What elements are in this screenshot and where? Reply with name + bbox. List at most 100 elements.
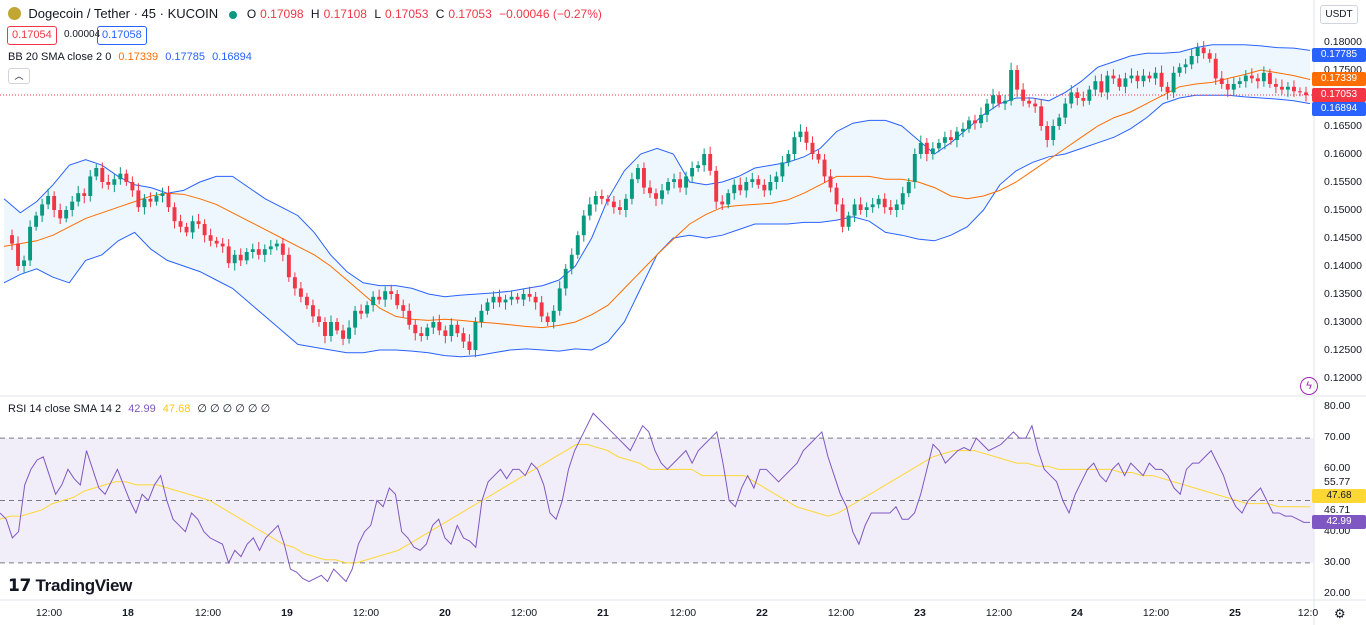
candle-body [1075, 92, 1080, 98]
candle-body [900, 193, 905, 205]
candle-body [1069, 92, 1074, 104]
symbol-legend: Dogecoin / Tether · 45 · KUCOIN O 0.17098… [8, 6, 606, 21]
candle-body [864, 207, 869, 210]
tv-logo-icon: 𝟭𝟳 [8, 576, 32, 595]
bb-upper-value: 0.17785 [165, 51, 205, 63]
candle-body [617, 207, 622, 210]
bb-band-fill [4, 44, 1310, 357]
candle-body [310, 305, 315, 317]
high-value: 0.17108 [323, 7, 367, 21]
candle-body [461, 333, 466, 342]
candle-body [497, 296, 502, 303]
candle-body [997, 95, 1002, 104]
candle-body [262, 249, 267, 255]
alert-button[interactable]: ϟ [1300, 377, 1318, 395]
candle-body [401, 305, 406, 311]
candle-body [623, 198, 628, 210]
candle-body [1177, 67, 1182, 73]
candle-body [882, 198, 887, 208]
candle-body [1153, 72, 1158, 79]
candle-body [858, 204, 863, 210]
candle-body [112, 179, 117, 185]
tradingview-logo[interactable]: 𝟭𝟳 TradingView [8, 576, 132, 596]
candle-body [1147, 75, 1152, 79]
candle-body [1015, 70, 1020, 90]
candle-body [76, 193, 81, 202]
candle-body [70, 201, 75, 210]
candle-body [1105, 75, 1110, 93]
symbol-title[interactable]: Dogecoin / Tether · 45 · KUCOIN [28, 6, 219, 21]
rsi-line [0, 412, 1310, 583]
candle-body [924, 142, 929, 154]
candle-body [413, 324, 418, 334]
candle-body [1219, 78, 1224, 84]
collapse-legend-button[interactable]: ︿ [8, 68, 30, 84]
candle-body [82, 193, 87, 196]
sell-button[interactable]: 0.17054 [7, 26, 57, 45]
bb-legend[interactable]: BB 20 SMA close 2 0 0.17339 0.17785 0.16… [8, 51, 256, 63]
candle-body [64, 210, 69, 219]
candle-body [792, 137, 797, 154]
candle-body [954, 131, 959, 140]
candle-body [985, 103, 989, 115]
candle-body [1213, 58, 1218, 79]
candle-body [1009, 70, 1014, 101]
candle-body [1267, 72, 1272, 84]
candle-body [1273, 84, 1278, 87]
candle-body [1201, 47, 1206, 54]
candle-body [1087, 89, 1092, 101]
candle-body [1111, 75, 1116, 79]
candle-body [172, 207, 177, 222]
candle-body [1027, 100, 1032, 104]
candle-body [226, 246, 231, 264]
currency-label: USDT [1325, 9, 1353, 20]
candle-body [250, 249, 255, 252]
candle-body [166, 193, 171, 208]
candle-body [684, 176, 689, 188]
candle-body [587, 204, 592, 216]
lightning-icon: ϟ [1306, 380, 1312, 392]
bb-lower-value: 0.16894 [212, 51, 252, 63]
candle-body [1171, 72, 1176, 93]
settings-button[interactable]: ⚙ [1334, 606, 1346, 622]
rsi-legend[interactable]: RSI 14 close SMA 14 2 42.99 47.68 ∅ ∅ ∅ … [8, 402, 274, 415]
candle-body [286, 254, 291, 278]
time-tick-label: 18 [122, 607, 134, 619]
candle-body [130, 182, 135, 191]
rsi-axis-label: 42.99 [1312, 515, 1366, 529]
candle-body [238, 254, 243, 261]
rsi-empty-values: ∅ ∅ ∅ ∅ ∅ ∅ [197, 403, 271, 415]
candle-body [136, 190, 141, 208]
candle-body [756, 179, 761, 185]
candle-body [214, 240, 219, 244]
rsi-tick-label: 70.00 [1324, 431, 1351, 444]
candle-body [708, 154, 713, 171]
candle-body [88, 176, 93, 196]
candle-body [323, 322, 327, 336]
close-value: 0.17053 [448, 7, 492, 21]
buy-button[interactable]: 0.17058 [97, 26, 147, 45]
close-key: C [435, 7, 445, 21]
time-tick-label: 21 [597, 607, 609, 619]
candle-body [148, 198, 153, 202]
candle-body [611, 201, 616, 208]
candle-body [1021, 89, 1026, 101]
candle-body [292, 277, 297, 289]
candle-body [1159, 72, 1164, 87]
currency-button[interactable]: USDT [1320, 5, 1358, 24]
candle-body [46, 196, 51, 205]
dogecoin-logo-icon [8, 7, 21, 20]
candle-body [371, 296, 376, 306]
candle-body [1231, 84, 1236, 90]
candle-body [1207, 53, 1212, 59]
time-tick-label: 20 [439, 607, 451, 619]
candle-body [852, 204, 857, 216]
candle-body [888, 207, 893, 210]
candle-body [1063, 103, 1068, 118]
candle-body [702, 154, 707, 166]
candle-body [208, 235, 213, 241]
candle-body [485, 302, 490, 311]
candle-body [654, 193, 658, 199]
candle-body [948, 137, 953, 140]
